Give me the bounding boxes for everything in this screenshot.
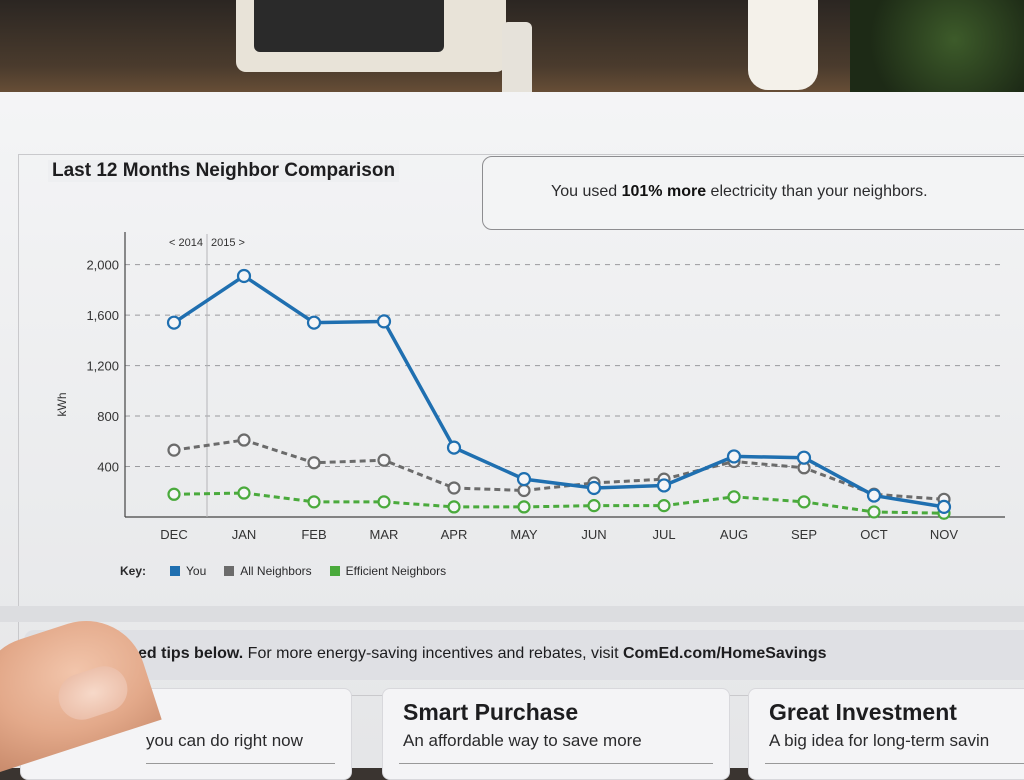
oven-window	[254, 0, 444, 52]
data-point	[167, 487, 181, 501]
card-subtitle: A big idea for long-term savin	[769, 731, 990, 750]
toaster-oven	[236, 0, 506, 72]
card-rule	[399, 763, 713, 764]
key-item-efficient-neighbors: Efficient Neighbors	[329, 564, 447, 578]
chart-key: Key: You All Neighbors Efficient Neighbo…	[120, 564, 464, 578]
data-point	[236, 268, 252, 284]
card-rule	[765, 763, 1024, 764]
series-line-all-neighbors	[173, 438, 945, 501]
data-point	[447, 500, 461, 514]
series-line-you	[173, 274, 945, 509]
card-title: Great Investment	[769, 699, 957, 725]
card-title: Smart Purchase	[403, 699, 579, 725]
tips-body: For more energy-saving incentives and re…	[243, 645, 623, 662]
callout-pre: You used	[551, 183, 622, 200]
x-tick-label: DEC	[160, 527, 187, 542]
y-tick-label: 1,600	[86, 308, 119, 323]
key-swatch-efficient-neighbors	[329, 566, 340, 576]
data-point	[307, 456, 321, 470]
data-point	[517, 500, 531, 514]
data-point	[237, 433, 251, 447]
usage-callout: You used 101% more electricity than your…	[482, 156, 1024, 230]
callout-bold: 101% more	[621, 183, 707, 200]
data-point	[447, 481, 461, 495]
x-tick-label: OCT	[860, 527, 888, 542]
x-tick-label: SEP	[791, 527, 817, 542]
data-point	[237, 486, 251, 500]
y-tick-label: 2,000	[86, 258, 119, 273]
x-tick-label: NOV	[930, 527, 959, 542]
x-tick-label: MAR	[370, 527, 399, 542]
energy-report-paper: Last 12 Months Neighbor Comparison You u…	[0, 92, 1024, 780]
background-scene	[0, 0, 1024, 110]
plant	[850, 0, 1024, 100]
x-tick-label: APR	[441, 527, 468, 542]
callout-text: You used 101% more electricity than your…	[551, 183, 928, 201]
key-swatch-all-neighbors	[224, 566, 235, 576]
data-point	[726, 449, 742, 464]
year-marker-left: < 2014	[169, 237, 203, 249]
data-point	[796, 450, 812, 465]
y-axis-label: kWh	[55, 393, 69, 417]
card-subtitle: you can do right now	[146, 731, 303, 750]
data-point	[376, 314, 392, 329]
tip-card-smart-purchase: Smart Purchase An affordable way to save…	[382, 688, 730, 780]
series-line-efficient-neighbors	[173, 491, 945, 515]
x-tick-label: JAN	[232, 527, 257, 542]
data-point	[516, 472, 532, 487]
data-point	[166, 315, 182, 330]
year-marker-right: 2015 >	[211, 237, 245, 249]
card-rule	[146, 763, 335, 764]
x-tick-label: JUL	[652, 527, 675, 542]
x-tick-label: AUG	[720, 527, 748, 542]
panel-title: Last 12 Months Neighbor Comparison	[48, 160, 400, 182]
paper-towel-roll	[748, 0, 818, 90]
data-point	[656, 478, 672, 493]
data-point	[586, 480, 602, 496]
y-tick-label: 1,200	[86, 359, 119, 374]
data-point	[377, 495, 391, 509]
key-item-all-neighbors: All Neighbors	[224, 564, 312, 578]
y-tick-label: 400	[97, 460, 119, 475]
bottle	[502, 22, 532, 100]
key-text-all-neighbors: All Neighbors	[240, 564, 312, 578]
x-tick-label: FEB	[301, 527, 326, 542]
data-point	[377, 453, 391, 467]
data-point	[306, 315, 322, 330]
data-point	[657, 499, 671, 513]
key-swatch-you	[170, 566, 181, 576]
card-subtitle: An affordable way to save more	[403, 731, 642, 750]
data-point	[866, 488, 882, 503]
data-point	[587, 499, 601, 513]
data-point	[446, 440, 462, 455]
tips-text: Personalized tips below. For more energy…	[58, 645, 827, 663]
key-item-you: You	[170, 564, 206, 578]
y-tick-label: 800	[97, 409, 119, 424]
tip-card-great-investment: Great Investment A big idea for long-ter…	[748, 688, 1024, 780]
data-point	[867, 505, 881, 519]
key-label: Key:	[120, 564, 147, 578]
callout-post: electricity than your neighbors.	[706, 183, 928, 200]
tips-bar: Personalized tips below. For more energy…	[24, 630, 1024, 680]
x-tick-label: JUN	[581, 527, 606, 542]
data-point	[936, 499, 952, 515]
x-tick-label: MAY	[510, 527, 538, 542]
key-text-you: You	[186, 564, 207, 578]
key-text-efficient-neighbors: Efficient Neighbors	[345, 564, 447, 578]
data-point	[727, 490, 741, 504]
data-point	[307, 495, 321, 509]
data-point	[797, 495, 811, 509]
tips-link: ComEd.com/HomeSavings	[622, 645, 827, 662]
data-point	[517, 483, 531, 498]
neighbor-comparison-chart: 2,000 1,600 1,200 800 400 < 2014 2015 > kWh DEC J…	[55, 232, 1005, 542]
fold-divider	[0, 606, 1024, 622]
data-point	[167, 443, 181, 457]
